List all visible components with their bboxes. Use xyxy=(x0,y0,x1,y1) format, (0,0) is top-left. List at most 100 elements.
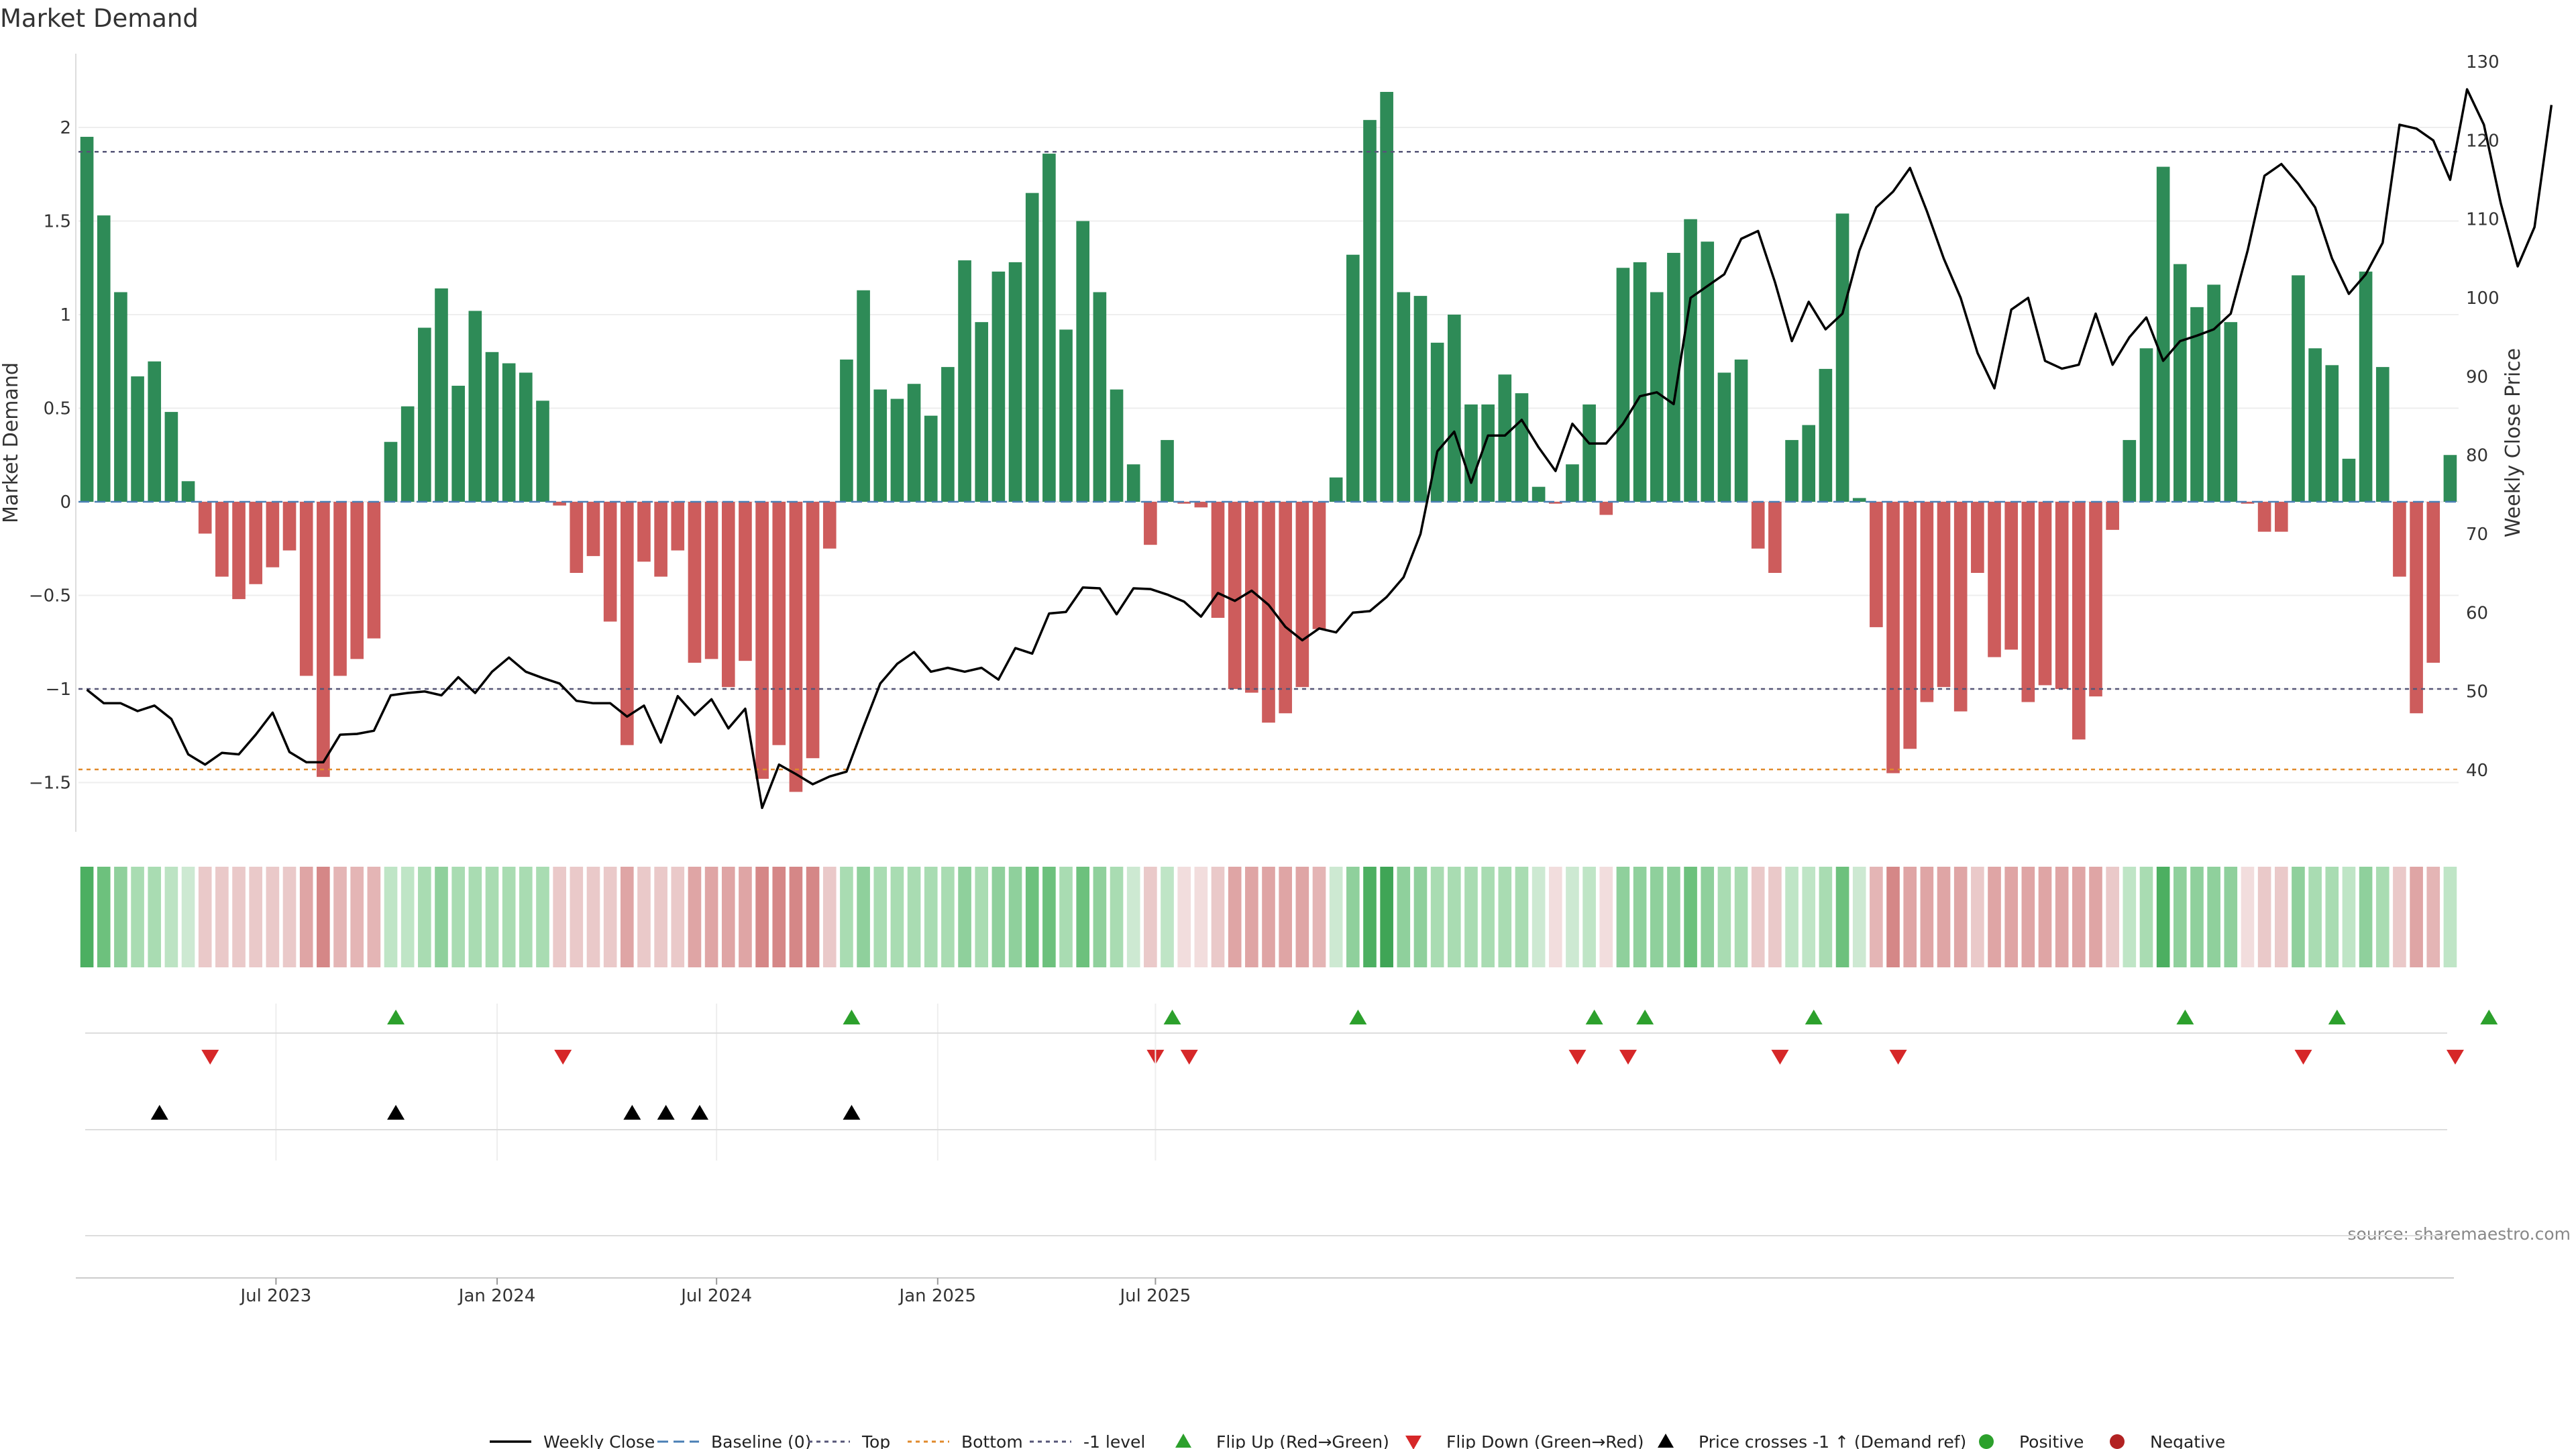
demand-bar xyxy=(857,290,870,502)
demand-bar xyxy=(2308,348,2322,502)
demand-bar xyxy=(739,502,752,661)
demand-bar xyxy=(1228,502,1242,689)
heat-strip-cell xyxy=(1582,867,1596,967)
flip-down-marker xyxy=(201,1049,219,1065)
demand-bar xyxy=(2072,502,2086,740)
heat-strip-cell xyxy=(1886,867,1900,967)
y-left-tick-label: 1 xyxy=(60,305,71,325)
legend: Weekly Close Baseline (0) Top Bottom -1 leve… xyxy=(490,1432,2225,1449)
demand-bar xyxy=(435,288,448,502)
heat-strip-cell xyxy=(1008,867,1022,967)
flip-down-marker xyxy=(554,1049,572,1065)
heat-strip-cell xyxy=(1042,867,1056,967)
heat-strip-cell xyxy=(603,867,617,967)
heat-strip-cell xyxy=(2443,867,2457,967)
heat-strip-cell xyxy=(317,867,330,967)
flip-up-marker xyxy=(1636,1010,1654,1025)
y-right-tick-label: 120 xyxy=(2466,131,2500,151)
y-right-tick-label: 80 xyxy=(2466,446,2488,466)
heat-strip-cell xyxy=(1312,867,1326,967)
demand-bar xyxy=(1566,464,1579,502)
demand-bar xyxy=(2426,502,2440,663)
heat-strip-cell xyxy=(1548,867,1562,967)
demand-bar xyxy=(1279,502,1292,714)
demand-bar xyxy=(2207,284,2220,502)
demand-bar xyxy=(2443,455,2457,502)
demand-bar xyxy=(2190,307,2204,502)
demand-bar xyxy=(1363,119,1377,502)
demand-bar xyxy=(1582,404,1596,502)
flip-up-marker xyxy=(843,1010,861,1025)
cross-marker xyxy=(843,1105,861,1120)
legend-label: Weekly Close xyxy=(543,1432,655,1449)
legend-swatch xyxy=(2110,1434,2125,1449)
heat-strip-cell xyxy=(1870,867,1883,967)
heat-strip-cell xyxy=(97,867,111,967)
flip-down-marker xyxy=(2446,1049,2464,1065)
heat-strip-cell xyxy=(688,867,702,967)
heat-strip-cell xyxy=(1177,867,1191,967)
heat-strip-cell xyxy=(2410,867,2423,967)
demand-bar xyxy=(367,502,381,639)
demand-bar xyxy=(1380,91,1393,502)
legend-swatch xyxy=(1979,1434,1994,1449)
demand-bar xyxy=(570,502,584,574)
heat-strip-cell xyxy=(2359,867,2373,967)
heat-strip-cell xyxy=(2393,867,2406,967)
heat-strip-cell xyxy=(2426,867,2440,967)
demand-bar xyxy=(553,502,566,506)
demand-bar xyxy=(1684,219,1697,502)
demand-bar xyxy=(114,292,127,502)
demand-bar xyxy=(317,502,330,777)
legend-item-pos: Positive xyxy=(1979,1432,2084,1449)
legend-item-line: Weekly Close xyxy=(490,1432,655,1449)
heat-strip-cell xyxy=(1295,867,1309,967)
heat-strip-cell xyxy=(975,867,989,967)
demand-bar xyxy=(519,372,533,502)
heat-strip-cell xyxy=(1802,867,1816,967)
demand-bar xyxy=(485,352,499,502)
demand-bar xyxy=(1126,464,1140,502)
heat-strip-cell xyxy=(1093,867,1107,967)
heat-strip-cell xyxy=(654,867,667,967)
demand-bar xyxy=(502,363,516,502)
y-left-tick-label: 2 xyxy=(60,118,71,138)
demand-bar xyxy=(1042,154,1056,502)
heat-strip-cell xyxy=(148,867,162,967)
heat-strip-cell xyxy=(907,867,921,967)
heat-strip-cell xyxy=(840,867,853,967)
reference-lines xyxy=(78,151,2459,771)
heat-strip-cell xyxy=(2375,867,2390,967)
y-right-tick-label: 70 xyxy=(2466,525,2488,545)
legend-item-cross: Price crosses -1 ↑ (Demand ref) xyxy=(1658,1432,1966,1449)
y-right-tick-label: 50 xyxy=(2466,682,2488,702)
demand-bar xyxy=(1161,439,1174,502)
heat-strip-cell xyxy=(1059,867,1073,967)
heat-strip-cell xyxy=(1734,867,1748,967)
demand-bar xyxy=(975,322,989,502)
demand-bar xyxy=(2055,502,2069,689)
heat-strip-cell xyxy=(1245,867,1258,967)
demand-bar xyxy=(1599,502,1613,515)
legend-item-top: Top xyxy=(808,1432,890,1449)
legend-item-flipup: Flip Up (Red→Green) xyxy=(1175,1432,1389,1449)
demand-bar xyxy=(1532,486,1546,502)
heat-strip-cell xyxy=(282,867,297,967)
y-right-tick-label: 110 xyxy=(2466,210,2500,230)
flip-down-marker xyxy=(1619,1049,1637,1065)
cross-marker xyxy=(691,1105,709,1120)
heat-strip-cell xyxy=(1413,867,1428,967)
legend-label: -1 level xyxy=(1083,1432,1145,1449)
heat-strip-cell xyxy=(1903,867,1917,967)
x-tick-label: Jul 2024 xyxy=(680,1286,752,1306)
demand-bar xyxy=(97,215,111,502)
heat-strip-cell xyxy=(2207,867,2220,967)
x-axis: Jul 2023 Jan 2024 Jul 2024 Jan 2025 Jul 2025 xyxy=(76,1004,2454,1306)
heat-strip-cell xyxy=(384,867,398,967)
demand-bar xyxy=(1008,262,1022,502)
heat-strip-cell xyxy=(1194,867,1208,967)
demand-bar xyxy=(1633,262,1647,502)
demand-bar xyxy=(890,398,904,502)
heat-strip-cell xyxy=(131,867,144,967)
demand-bar xyxy=(2004,502,2018,650)
